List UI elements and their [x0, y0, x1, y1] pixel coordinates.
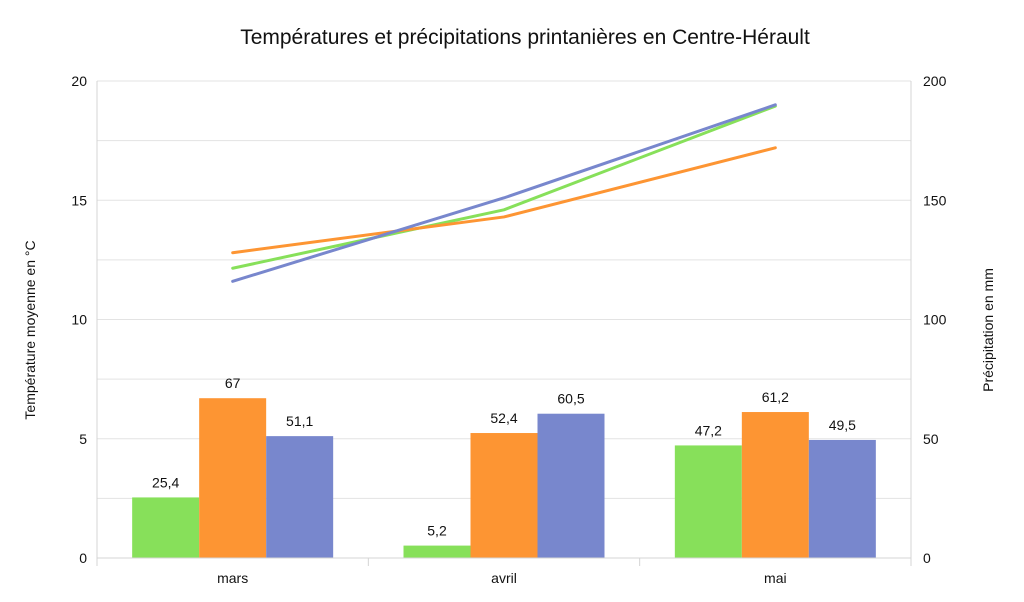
- precipitation-bars: [132, 398, 876, 558]
- bar-data-label: 60,5: [557, 391, 584, 407]
- temperature-line: [231, 104, 777, 270]
- precipitation-bar: [266, 436, 334, 558]
- precipitation-bar: [537, 413, 605, 558]
- y-right-tick-label: 50: [923, 431, 939, 447]
- temperature-lines: [231, 103, 777, 283]
- y-left-axis-title: Température moyenne en °C: [22, 240, 38, 419]
- y-left-tick-label: 15: [71, 192, 87, 208]
- precipitation-bar: [403, 545, 471, 558]
- y-right-tick-label: 200: [923, 73, 947, 89]
- chart-title: Températures et précipitations printaniè…: [240, 26, 810, 49]
- x-tick-label: mars: [217, 570, 248, 586]
- bar-data-label: 67: [225, 375, 241, 391]
- bar-data-label: 49,5: [829, 417, 856, 433]
- bar-data-label: 52,4: [490, 410, 517, 426]
- precipitation-bar: [741, 412, 809, 558]
- precipitation-bar: [132, 497, 200, 558]
- precipitation-bar: [470, 433, 538, 558]
- bar-data-label: 25,4: [152, 474, 179, 490]
- precipitation-bar: [808, 439, 876, 558]
- y-left-tick-label: 10: [71, 312, 87, 328]
- data-labels: 25,4 5,2 47,2 67 52,4 61,2 51,1 60,5 49,5: [152, 375, 856, 538]
- y-left-tick-label: 0: [79, 550, 87, 566]
- temperature-line: [231, 103, 777, 283]
- precipitation-bar: [199, 398, 267, 558]
- precipitation-bar: [674, 445, 742, 558]
- bar-data-label: 51,1: [286, 413, 313, 429]
- temperature-line: [231, 146, 777, 255]
- bar-data-label: 61,2: [762, 389, 789, 405]
- bar-data-label: 5,2: [427, 523, 447, 539]
- y-right-axis-title: Précipitation en mm: [980, 268, 996, 392]
- y-right-tick-label: 150: [923, 192, 947, 208]
- y-right-tick-label: 100: [923, 312, 947, 328]
- x-tick-label: mai: [764, 570, 787, 586]
- bar-data-label: 47,2: [695, 422, 722, 438]
- x-tick-label: avril: [491, 570, 517, 586]
- y-right-tick-label: 0: [923, 550, 931, 566]
- y-left-tick-label: 20: [71, 73, 87, 89]
- y-left-tick-label: 5: [79, 431, 87, 447]
